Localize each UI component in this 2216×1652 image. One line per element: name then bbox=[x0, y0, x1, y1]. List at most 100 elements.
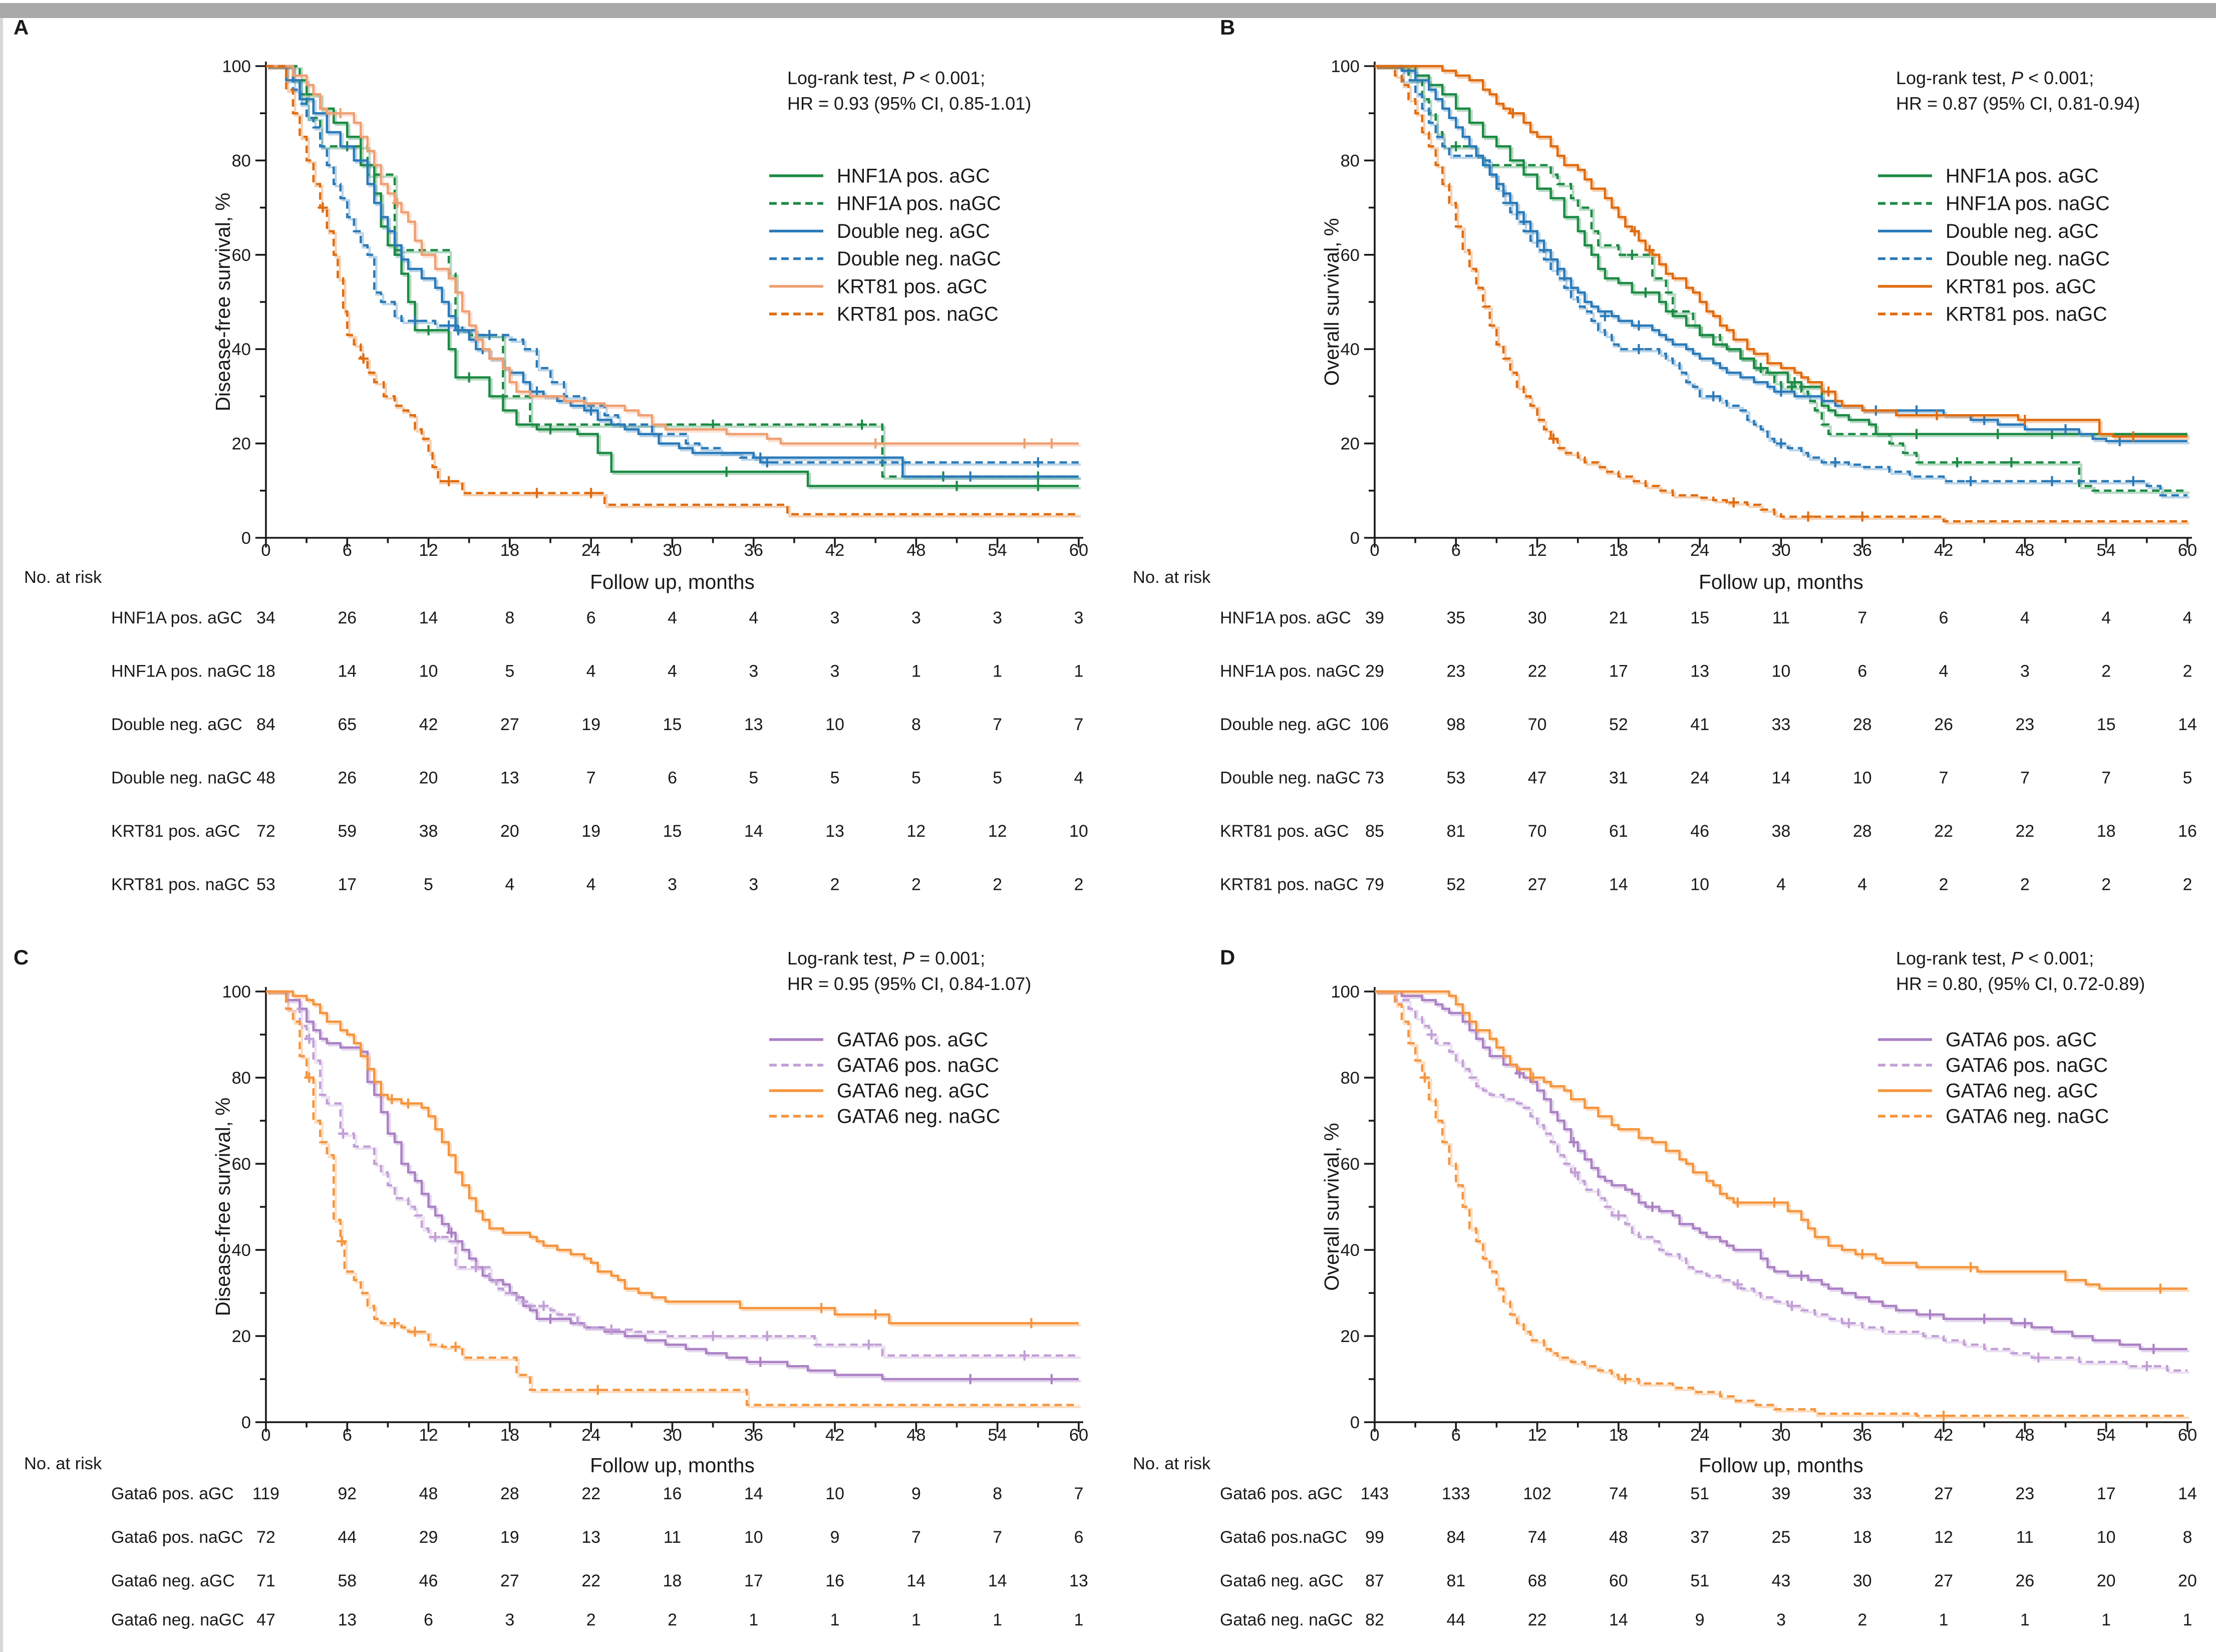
stats-text: Log-rank test, P < 0.001; HR = 0.93 (95% … bbox=[787, 68, 1031, 114]
risk-value: 48 bbox=[1609, 1528, 1628, 1547]
risk-value: 3 bbox=[993, 608, 1002, 627]
risk-row-label: Gata6 pos.naGC bbox=[1220, 1528, 1347, 1547]
risk-value: 38 bbox=[1772, 822, 1791, 841]
censor-mark bbox=[423, 325, 434, 336]
risk-value: 28 bbox=[1853, 715, 1872, 734]
risk-value: 14 bbox=[419, 608, 438, 627]
panel-label-B: B bbox=[1220, 15, 1235, 39]
risk-table-header: No. at risk bbox=[1133, 1454, 1211, 1473]
x-tick-label: 60 bbox=[1069, 1426, 1088, 1445]
risk-value: 3 bbox=[1776, 1610, 1786, 1629]
risk-value: 6 bbox=[1074, 1528, 1084, 1547]
curve-line bbox=[266, 65, 1079, 516]
censor-mark bbox=[816, 1302, 827, 1313]
censor-mark bbox=[2141, 1361, 2152, 1372]
risk-value: 44 bbox=[1446, 1610, 1465, 1629]
x-axis-title: Follow up, months bbox=[1699, 570, 1863, 593]
censor-mark bbox=[1570, 1167, 1580, 1178]
risk-value: 1 bbox=[2101, 1610, 2111, 1629]
risk-value: 1 bbox=[2020, 1610, 2030, 1629]
censor-mark bbox=[870, 1309, 881, 1320]
risk-value: 4 bbox=[1776, 875, 1786, 894]
risk-value: 61 bbox=[1609, 822, 1628, 841]
risk-value: 22 bbox=[1528, 662, 1547, 681]
y-tick-label: 80 bbox=[1341, 151, 1360, 170]
risk-value: 23 bbox=[2016, 715, 2035, 734]
risk-value: 52 bbox=[1446, 875, 1465, 894]
risk-value: 26 bbox=[338, 608, 357, 627]
risk-value: 10 bbox=[2097, 1528, 2116, 1547]
censor-mark bbox=[403, 1098, 414, 1109]
risk-value: 20 bbox=[2178, 1571, 2197, 1590]
censor-mark bbox=[1033, 481, 1044, 491]
censor-mark bbox=[464, 372, 474, 383]
censor-mark bbox=[471, 1262, 481, 1272]
censor-mark bbox=[1634, 344, 1644, 355]
censor-mark bbox=[1568, 1137, 1579, 1148]
risk-value: 44 bbox=[338, 1528, 357, 1547]
risk-value: 5 bbox=[424, 875, 433, 894]
risk-value: 39 bbox=[1365, 608, 1384, 627]
km-curve-gata6-neg-agc bbox=[1375, 990, 2190, 1294]
censor-mark bbox=[1823, 386, 1834, 397]
risk-table-header: No. at risk bbox=[24, 1454, 102, 1473]
censor-mark bbox=[1911, 405, 1922, 416]
censor-mark bbox=[1528, 1072, 1538, 1083]
risk-value: 15 bbox=[2097, 715, 2116, 734]
risk-value: 13 bbox=[744, 715, 763, 734]
stats-text: Log-rank test, P < 0.001; HR = 0.87 (95% … bbox=[1896, 68, 2140, 114]
censor-mark bbox=[387, 1094, 397, 1105]
censor-mark bbox=[1952, 457, 1963, 468]
km-curve-krt81-pos-nagc bbox=[266, 65, 1081, 518]
curve-shadow bbox=[1377, 67, 2190, 494]
risk-value: 1 bbox=[993, 662, 1002, 681]
censor-mark bbox=[965, 1374, 976, 1385]
risk-value: 1 bbox=[1074, 662, 1084, 681]
censor-mark bbox=[1426, 1029, 1437, 1040]
censor-mark bbox=[1033, 457, 1044, 468]
x-tick-label: 18 bbox=[500, 1426, 519, 1445]
censor-mark bbox=[592, 1385, 603, 1395]
y-tick-label: 20 bbox=[232, 1327, 251, 1346]
km-curve-gata6-neg-agc bbox=[266, 990, 1081, 1329]
logrank-line: Log-rank test, P = 0.001; bbox=[787, 948, 985, 968]
risk-value: 11 bbox=[1772, 608, 1790, 627]
risk-value: 14 bbox=[744, 1484, 763, 1503]
censor-mark bbox=[545, 424, 556, 435]
censor-mark bbox=[1728, 497, 1739, 508]
panel-label-D: D bbox=[1220, 945, 1235, 969]
risk-value: 5 bbox=[505, 662, 514, 681]
x-tick-label: 42 bbox=[825, 1426, 844, 1445]
risk-value: 22 bbox=[581, 1571, 600, 1590]
curve-line bbox=[1375, 65, 2187, 523]
risk-value: 4 bbox=[1939, 662, 1949, 681]
censor-mark bbox=[1620, 1374, 1631, 1385]
risk-row-label: KRT81 pos. aGC bbox=[111, 822, 240, 841]
x-tick-label: 18 bbox=[1609, 1426, 1628, 1445]
x-tick-label: 36 bbox=[1853, 1426, 1872, 1445]
risk-value: 2 bbox=[1857, 1610, 1867, 1629]
curve-line bbox=[1375, 65, 2187, 435]
risk-value: 14 bbox=[988, 1571, 1007, 1590]
risk-value: 3 bbox=[1074, 608, 1084, 627]
legend: GATA6 pos. aGC GATA6 pos. naGC GATA6 neg. … bbox=[1878, 1029, 2109, 1128]
x-tick-label: 30 bbox=[663, 1426, 682, 1445]
censor-mark bbox=[1732, 1197, 1743, 1208]
censor-mark bbox=[1965, 476, 1976, 487]
risk-value: 33 bbox=[1772, 715, 1791, 734]
censor-mark bbox=[1419, 1072, 1430, 1083]
censor-mark bbox=[1507, 108, 1518, 119]
risk-value: 10 bbox=[1069, 822, 1088, 841]
x-tick-label: 24 bbox=[581, 1426, 600, 1445]
risk-value: 7 bbox=[993, 1528, 1002, 1547]
legend-label: GATA6 neg. naGC bbox=[837, 1106, 1000, 1128]
risk-value: 28 bbox=[1853, 822, 1872, 841]
risk-value: 47 bbox=[256, 1610, 275, 1629]
censor-mark bbox=[2114, 436, 2125, 447]
y-tick-label: 40 bbox=[1341, 340, 1360, 359]
censor-mark bbox=[1019, 438, 1030, 449]
window-left-edge bbox=[0, 18, 3, 1652]
censor-mark bbox=[304, 1034, 314, 1044]
